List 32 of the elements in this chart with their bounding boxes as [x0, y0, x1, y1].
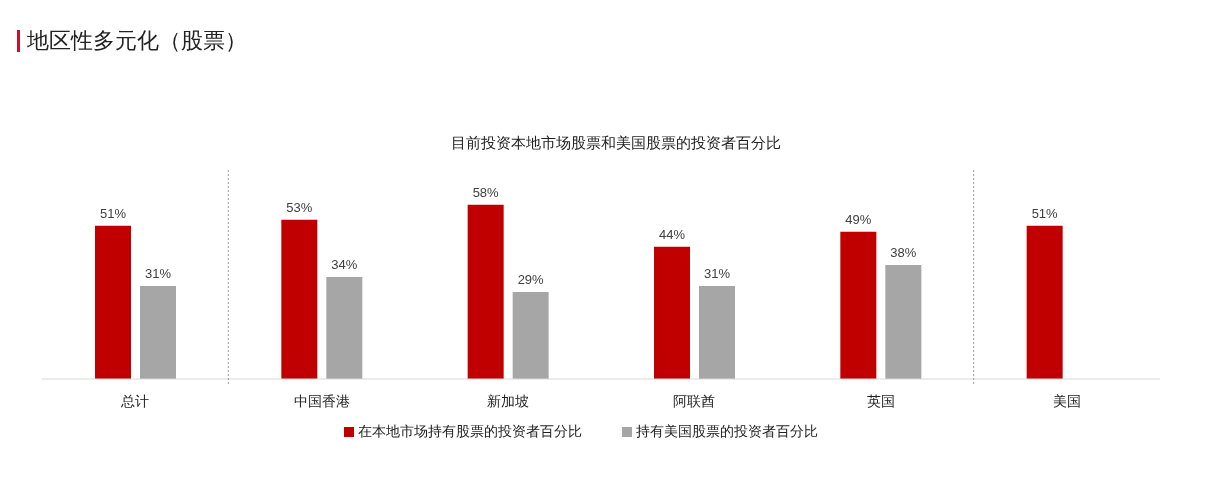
data-label: 31% — [144, 265, 172, 281]
bar — [95, 225, 131, 379]
legend-label: 持有美国股票的投资者百分比 — [636, 423, 818, 439]
bar — [140, 285, 176, 379]
bar — [281, 219, 318, 379]
x-tick-label: 中国香港 — [293, 392, 350, 409]
chart-title: 地区性多元化（股票） — [27, 28, 247, 53]
data-label: 49% — [845, 211, 872, 227]
x-tick-label: 新加坡 — [486, 392, 529, 409]
bar — [654, 246, 690, 379]
x-tick-label: 英国 — [866, 392, 895, 409]
x-tick-label: 总计 — [120, 392, 150, 409]
data-label: 44% — [658, 226, 686, 242]
data-label: 29% — [517, 271, 545, 287]
bar — [840, 231, 877, 379]
data-label: 38% — [890, 244, 917, 260]
x-tick-label: 阿联酋 — [673, 392, 716, 409]
data-label: 51% — [99, 205, 127, 221]
data-label: 34% — [331, 256, 358, 272]
chart-subtitle: 目前投资本地市场股票和美国股票的投资者百分比 — [450, 134, 782, 153]
legend-label: 在本地市场持有股票的投资者百分比 — [358, 423, 582, 439]
bar — [699, 285, 735, 379]
x-tick-label: 美国 — [1052, 392, 1081, 409]
bar — [467, 204, 504, 379]
bar — [1026, 225, 1063, 379]
data-label: 31% — [703, 265, 731, 281]
data-label: 53% — [286, 199, 313, 215]
data-label: 51% — [1031, 205, 1059, 221]
data-label: 58% — [472, 184, 500, 200]
bar — [885, 264, 922, 379]
bar — [326, 276, 363, 379]
bar — [512, 291, 549, 379]
